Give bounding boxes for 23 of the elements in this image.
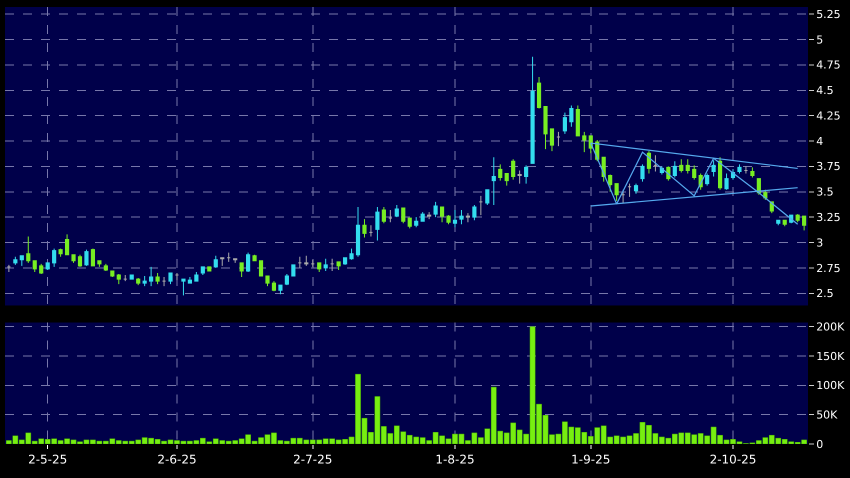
y-tick-label: 0 — [816, 438, 824, 451]
x-tick-label: 2-5-25 — [28, 452, 68, 466]
y-tick-label: 5 — [816, 33, 824, 46]
x-tick-label: 2-7-25 — [293, 452, 332, 466]
y-tick-label: 150K — [816, 350, 846, 363]
x-tick-label: 2-6-25 — [157, 452, 197, 466]
y-tick-label: 4.25 — [816, 109, 841, 122]
y-tick-label: 5.25 — [816, 8, 841, 21]
x-tick-label: 1-8-25 — [435, 452, 475, 466]
x-tick-label: 1-9-25 — [571, 452, 610, 466]
y-tick-label: 2.5 — [816, 287, 834, 300]
y-tick-label: 3 — [816, 236, 824, 250]
y-tick-label: 50K — [816, 408, 838, 422]
y-tick-label: 3.5 — [816, 186, 834, 199]
y-tick-label: 2.75 — [816, 262, 841, 275]
y-tick-label: 3.75 — [816, 160, 841, 174]
y-tick-label: 4 — [816, 134, 824, 148]
y-tick-label: 4.75 — [816, 58, 841, 72]
y-tick-label: 3.25 — [816, 211, 841, 224]
y-tick-label: 4.5 — [816, 84, 834, 98]
x-tick-label: 2-10-25 — [710, 452, 756, 466]
y-tick-label: 200K — [816, 320, 846, 334]
y-tick-label: 100K — [816, 379, 846, 392]
